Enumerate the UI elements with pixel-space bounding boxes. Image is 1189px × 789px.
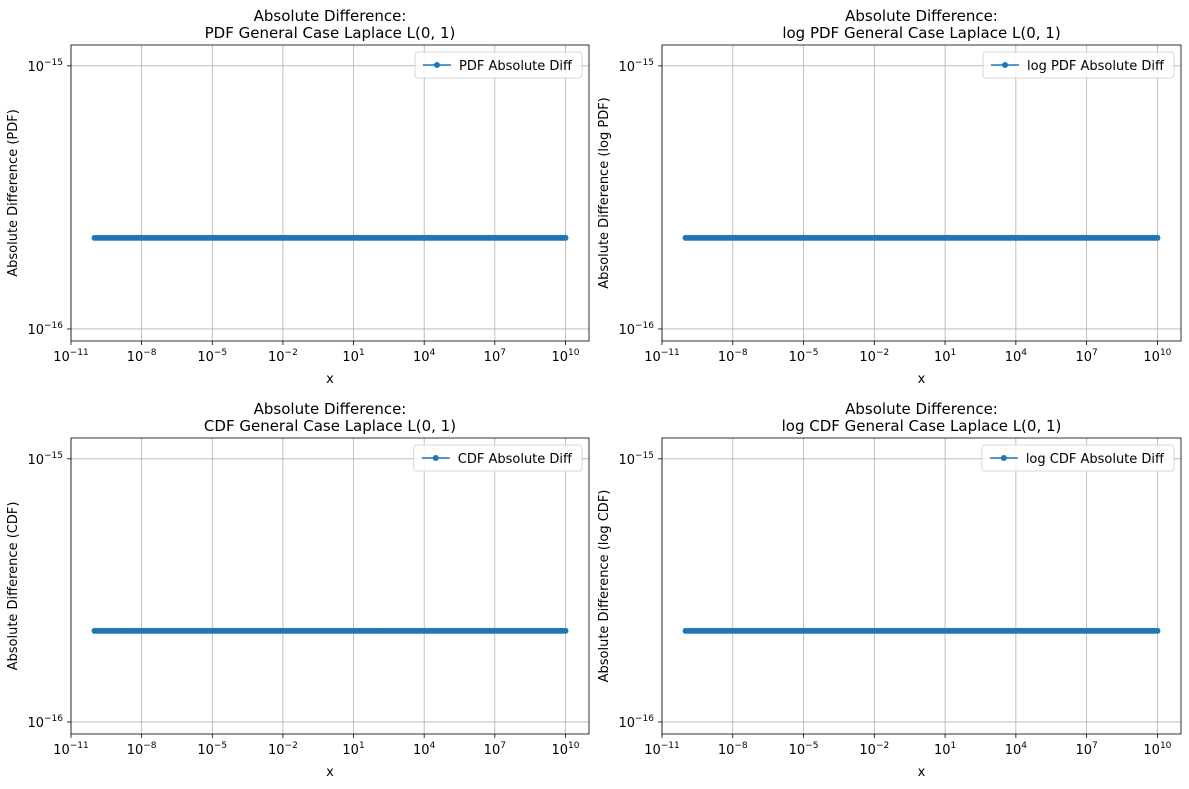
x-tick-label: 10−11: [53, 348, 89, 365]
legend-marker-swatch: [434, 62, 440, 68]
legend: CDF Absolute Diff: [413, 444, 583, 472]
legend: log PDF Absolute Diff: [982, 51, 1175, 79]
x-tick-label: 104: [1005, 741, 1028, 758]
legend-marker-swatch: [1002, 62, 1009, 68]
x-tick-label: 10−5: [197, 348, 227, 365]
x-tick-label: 104: [1005, 348, 1028, 365]
legend-box: [414, 51, 583, 79]
chart-title: Absolute Difference: CDF General Case Lap…: [204, 400, 456, 435]
legend-box: [982, 51, 1175, 79]
y-axis-label: Absolute Difference (log CDF): [597, 490, 612, 683]
legend-label: PDF Absolute Diff: [459, 59, 573, 74]
axes-frame: [661, 437, 1182, 735]
x-tick-label: 104: [413, 741, 436, 758]
chart-title: Absolute Difference: log PDF General Case…: [782, 7, 1060, 42]
x-tick-label: 10−5: [789, 741, 819, 758]
legend-marker-swatch: [1000, 455, 1007, 461]
x-tick-label: 10−2: [268, 741, 298, 758]
data-point: [562, 234, 569, 241]
x-tick-label: 10−8: [718, 348, 748, 365]
x-tick-label: 101: [934, 741, 956, 758]
x-tick-label: 104: [413, 348, 436, 365]
x-tick-label: 10−8: [718, 741, 748, 758]
x-axis-label: x: [918, 372, 926, 387]
y-tick-label: 10−15: [27, 58, 63, 75]
x-axis-label: x: [326, 765, 334, 780]
data-point: [562, 627, 569, 634]
legend: PDF Absolute Diff: [414, 51, 583, 79]
legend: log CDF Absolute Diff: [981, 444, 1175, 472]
y-tick-label: 10−15: [618, 58, 654, 75]
legend-marker-swatch: [432, 455, 439, 461]
y-tick-label: 10−16: [618, 714, 654, 731]
x-tick-label: 10−11: [644, 741, 680, 758]
chart-panel-2: 10−11 10−8 10−5 10−2 101 104 107 1010 10−16 10−15…: [597, 7, 1182, 387]
x-tick-label: 107: [484, 741, 506, 758]
x-tick-label: 10−2: [268, 348, 298, 365]
legend-label: log CDF Absolute Diff: [1026, 452, 1165, 467]
legend-label: log PDF Absolute Diff: [1027, 59, 1165, 74]
legend-label: CDF Absolute Diff: [458, 452, 573, 467]
x-tick-label: 101: [342, 741, 364, 758]
data-point: [1154, 234, 1161, 241]
data-point: [1154, 627, 1161, 634]
legend-box: [413, 444, 583, 472]
x-tick-label: 1010: [551, 348, 579, 365]
chart-title: Absolute Difference: log CDF General Case…: [782, 400, 1062, 435]
chart-panel-3: 10−11 10−8 10−5 10−2 101 104 107 1010 10−16 10−15…: [6, 400, 590, 780]
x-tick-label: 10−5: [789, 348, 819, 365]
x-tick-label: 101: [342, 348, 364, 365]
x-tick-label: 1010: [1143, 348, 1171, 365]
x-tick-label: 107: [1075, 348, 1097, 365]
x-axis-label: x: [918, 765, 926, 780]
y-tick-label: 10−15: [27, 451, 63, 468]
x-axis-label: x: [326, 372, 334, 387]
y-tick-label: 10−16: [27, 714, 63, 731]
x-tick-label: 107: [484, 348, 506, 365]
chart-panel-1: 10−11 10−8 10−5 10−2 101 104 107 1010 10−16 10−15…: [6, 7, 590, 387]
x-tick-label: 10−2: [859, 741, 889, 758]
y-tick-label: 10−16: [618, 321, 654, 338]
legend-box: [981, 444, 1175, 472]
axes-frame: [70, 437, 590, 735]
x-tick-label: 107: [1075, 741, 1097, 758]
x-tick-label: 1010: [551, 741, 579, 758]
x-tick-label: 10−8: [127, 348, 157, 365]
x-tick-label: 10−11: [644, 348, 680, 365]
axes-frame: [70, 44, 590, 342]
y-axis-label: Absolute Difference (log PDF): [597, 97, 612, 289]
x-tick-label: 10−8: [127, 741, 157, 758]
x-tick-label: 10−2: [859, 348, 889, 365]
x-tick-label: 101: [934, 348, 956, 365]
y-tick-label: 10−15: [618, 451, 654, 468]
x-tick-label: 10−11: [53, 741, 89, 758]
chart-title: Absolute Difference: PDF General Case Lap…: [205, 7, 456, 42]
y-axis-label: Absolute Difference (CDF): [6, 502, 21, 671]
x-tick-label: 10−5: [197, 741, 227, 758]
y-axis-label: Absolute Difference (PDF): [6, 109, 21, 277]
axes-frame: [661, 44, 1182, 342]
y-tick-label: 10−16: [27, 321, 63, 338]
chart-panel-4: 10−11 10−8 10−5 10−2 101 104 107 1010 10−16 10−15…: [597, 400, 1182, 780]
x-tick-label: 1010: [1143, 741, 1171, 758]
